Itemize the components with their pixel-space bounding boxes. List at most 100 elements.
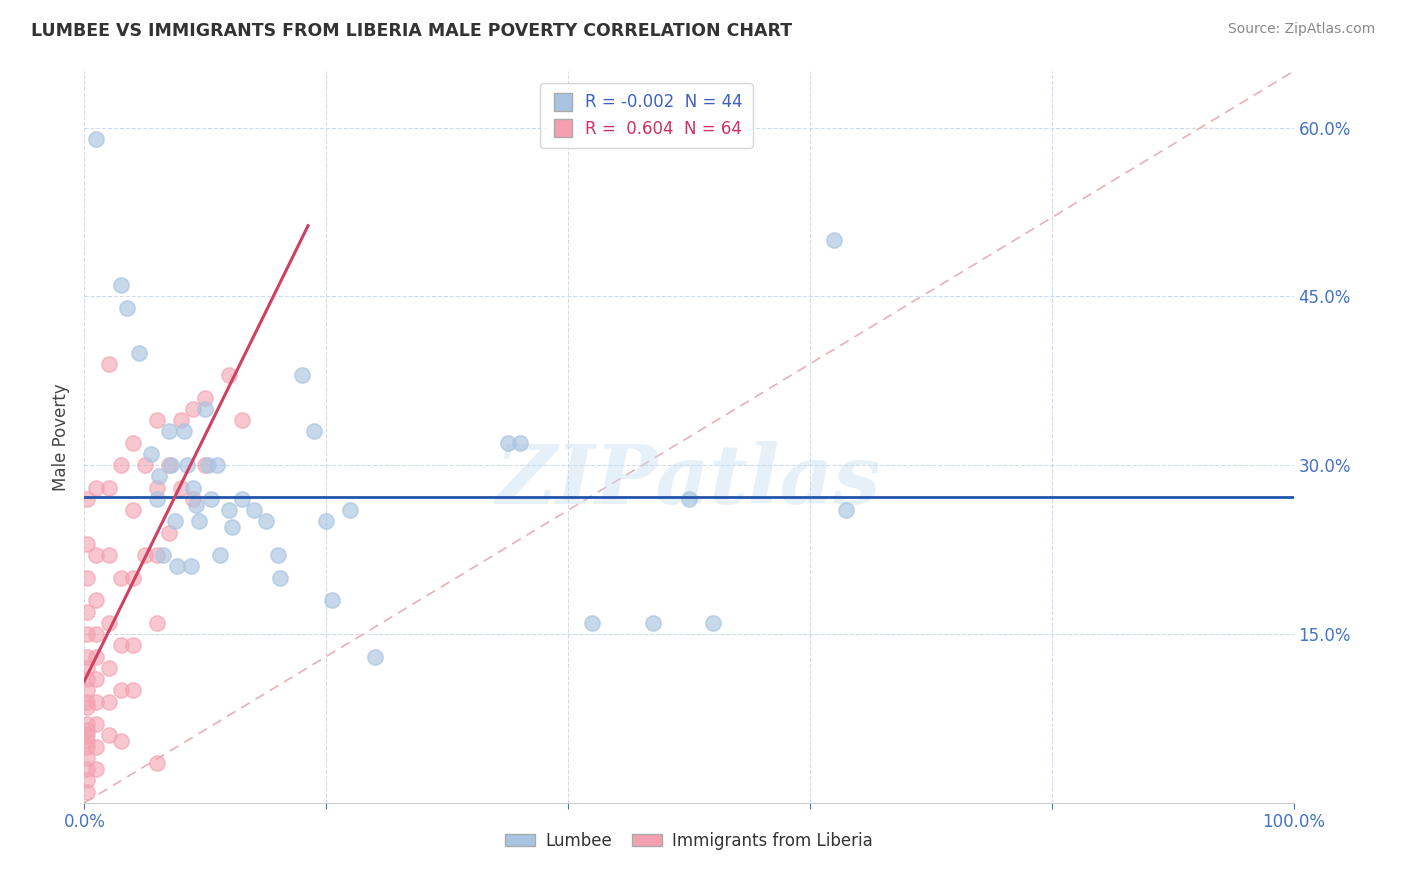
- Point: [157, 525, 180, 540]
- Point: [146, 481, 169, 495]
- Point: [134, 548, 156, 562]
- Point: [157, 425, 180, 439]
- Point: [152, 548, 174, 562]
- Point: [121, 683, 143, 698]
- Point: [76, 627, 98, 641]
- Point: [146, 615, 169, 630]
- Point: [148, 469, 170, 483]
- Point: [315, 515, 337, 529]
- Point: [173, 425, 195, 439]
- Point: [208, 548, 231, 562]
- Point: [76, 672, 98, 686]
- Point: [110, 734, 132, 748]
- Point: [184, 498, 207, 512]
- Point: [139, 447, 162, 461]
- Y-axis label: Male Poverty: Male Poverty: [52, 384, 70, 491]
- Point: [509, 435, 531, 450]
- Point: [76, 784, 98, 798]
- Point: [86, 627, 108, 641]
- Point: [128, 345, 150, 359]
- Point: [110, 683, 132, 698]
- Point: [76, 537, 98, 551]
- Point: [835, 503, 858, 517]
- Point: [181, 491, 204, 506]
- Point: [581, 615, 603, 630]
- Point: [221, 520, 243, 534]
- Point: [157, 458, 180, 473]
- Point: [181, 481, 204, 495]
- Point: [218, 368, 240, 383]
- Point: [76, 694, 98, 708]
- Point: [76, 491, 98, 506]
- Point: [121, 435, 143, 450]
- Point: [97, 615, 120, 630]
- Point: [110, 638, 132, 652]
- Point: [231, 491, 253, 506]
- Point: [86, 649, 108, 664]
- Point: [86, 694, 108, 708]
- Point: [176, 458, 198, 473]
- Point: [180, 559, 202, 574]
- Point: [218, 503, 240, 517]
- Point: [146, 491, 169, 506]
- Point: [76, 605, 98, 619]
- Point: [76, 734, 98, 748]
- Point: [86, 717, 108, 731]
- Point: [76, 649, 98, 664]
- Point: [146, 413, 169, 427]
- Point: [339, 503, 361, 517]
- Text: ZIPatlas: ZIPatlas: [496, 441, 882, 521]
- Point: [76, 717, 98, 731]
- Point: [823, 233, 845, 247]
- Point: [76, 700, 98, 714]
- Point: [302, 425, 325, 439]
- Point: [188, 515, 211, 529]
- Point: [86, 739, 108, 754]
- Point: [170, 481, 193, 495]
- Point: [97, 481, 120, 495]
- Point: [86, 132, 108, 146]
- Point: [97, 548, 120, 562]
- Point: [641, 615, 664, 630]
- Point: [194, 391, 217, 405]
- Point: [110, 458, 132, 473]
- Point: [76, 683, 98, 698]
- Point: [165, 515, 187, 529]
- Text: Source: ZipAtlas.com: Source: ZipAtlas.com: [1227, 22, 1375, 37]
- Point: [121, 571, 143, 585]
- Point: [231, 413, 253, 427]
- Point: [121, 503, 143, 517]
- Point: [146, 756, 169, 771]
- Point: [170, 413, 193, 427]
- Point: [291, 368, 314, 383]
- Point: [76, 762, 98, 776]
- Point: [678, 491, 700, 506]
- Point: [267, 548, 290, 562]
- Point: [76, 571, 98, 585]
- Point: [321, 593, 343, 607]
- Legend: Lumbee, Immigrants from Liberia: Lumbee, Immigrants from Liberia: [499, 825, 879, 856]
- Point: [115, 301, 138, 315]
- Point: [97, 694, 120, 708]
- Point: [76, 751, 98, 765]
- Point: [197, 458, 219, 473]
- Point: [496, 435, 519, 450]
- Point: [76, 661, 98, 675]
- Point: [254, 515, 277, 529]
- Point: [146, 548, 169, 562]
- Point: [110, 278, 132, 293]
- Point: [86, 481, 108, 495]
- Point: [97, 728, 120, 742]
- Point: [86, 762, 108, 776]
- Point: [110, 571, 132, 585]
- Point: [97, 661, 120, 675]
- Point: [242, 503, 264, 517]
- Point: [363, 649, 385, 664]
- Point: [134, 458, 156, 473]
- Point: [76, 773, 98, 788]
- Point: [194, 458, 217, 473]
- Point: [207, 458, 229, 473]
- Point: [121, 638, 143, 652]
- Point: [194, 401, 217, 416]
- Point: [76, 728, 98, 742]
